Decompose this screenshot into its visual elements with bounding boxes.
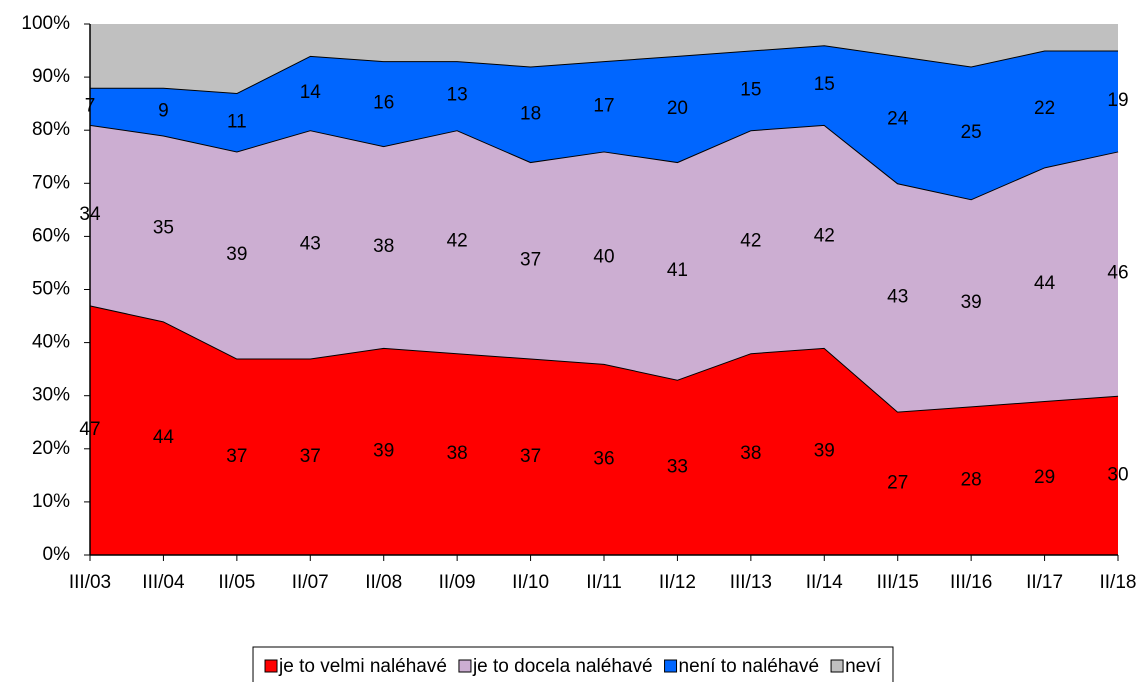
data-label: 30 (1107, 464, 1128, 485)
data-label: 39 (373, 440, 394, 461)
x-tick-label: III/13 (730, 572, 772, 593)
data-label: 20 (667, 98, 688, 119)
legend-label: není to naléhavé (679, 656, 820, 677)
data-label: 44 (1034, 273, 1056, 294)
area (90, 124, 1118, 412)
legend-label: neví (845, 656, 882, 677)
y-tick-label: 90% (32, 66, 70, 87)
legend-swatch (664, 659, 678, 673)
x-tick-label: II/11 (586, 572, 622, 593)
y-tick-label: 40% (32, 332, 70, 353)
x-tick-label: III/03 (69, 572, 111, 593)
area (90, 305, 1118, 555)
data-label: 37 (520, 446, 541, 467)
x-tick-label: III/16 (950, 572, 992, 593)
y-tick-label: 30% (32, 385, 70, 406)
data-label: 22 (1034, 98, 1055, 119)
data-label: 17 (593, 95, 614, 116)
x-tick-label: II/08 (365, 572, 402, 593)
x-tick-label: II/18 (1100, 572, 1137, 593)
data-label: 42 (814, 225, 835, 246)
x-tick-label: II/09 (439, 572, 476, 593)
data-label: 24 (887, 109, 909, 130)
data-label: 43 (300, 233, 321, 254)
data-label: 38 (447, 443, 468, 464)
y-tick-label: 10% (32, 491, 70, 512)
x-tick-label: II/07 (292, 572, 329, 593)
x-tick-label: II/17 (1026, 572, 1063, 593)
x-tick-label: III/15 (877, 572, 919, 593)
data-label: 13 (447, 85, 468, 106)
data-label: 39 (814, 440, 835, 461)
y-tick-label: 80% (32, 119, 70, 140)
y-tick-label: 60% (32, 225, 70, 246)
data-label: 28 (961, 470, 982, 491)
data-label: 15 (740, 79, 761, 100)
data-label: 27 (887, 472, 908, 493)
legend-label: je to velmi naléhavé (278, 656, 447, 677)
y-tick-label: 50% (32, 279, 70, 300)
data-label: 39 (226, 244, 247, 265)
legend-swatch (830, 659, 844, 673)
legend-label: je to docela naléhavé (472, 656, 653, 677)
data-label: 35 (153, 217, 174, 238)
data-label: 15 (814, 74, 835, 95)
data-label: 40 (593, 247, 614, 268)
legend: je to velmi naléhavé je to docela naléhav… (252, 646, 894, 682)
data-label: 33 (667, 456, 688, 477)
y-tick-label: 20% (32, 438, 70, 459)
data-label: 43 (887, 286, 908, 307)
area (90, 24, 1118, 94)
data-label: 38 (373, 236, 394, 257)
data-label: 39 (961, 292, 982, 313)
data-label: 42 (447, 231, 468, 252)
y-tick-label: 100% (21, 13, 70, 34)
legend-swatch (264, 659, 278, 673)
area (90, 45, 1118, 200)
data-label: 37 (300, 446, 321, 467)
x-tick-label: II/10 (512, 572, 549, 593)
data-label: 41 (667, 260, 688, 281)
data-label: 38 (740, 443, 761, 464)
data-label: 16 (373, 93, 394, 114)
data-label: 11 (227, 111, 247, 132)
data-label: 29 (1034, 467, 1055, 488)
y-tick-label: 0% (43, 544, 71, 565)
data-label: 36 (593, 448, 614, 469)
data-label: 18 (520, 103, 541, 124)
data-label: 19 (1107, 90, 1128, 111)
legend-box (252, 646, 894, 682)
data-label: 44 (153, 427, 175, 448)
x-tick-label: III/04 (142, 572, 185, 593)
data-label: 14 (300, 82, 322, 103)
x-tick-label: II/14 (806, 572, 843, 593)
y-tick-label: 70% (32, 172, 70, 193)
data-label: 25 (961, 122, 982, 143)
data-label: 9 (158, 101, 169, 122)
data-label: 37 (520, 249, 541, 270)
data-label: 42 (740, 231, 761, 252)
data-label: 46 (1107, 263, 1128, 284)
x-tick-label: II/12 (659, 572, 696, 593)
x-tick-label: II/05 (218, 572, 255, 593)
legend-swatch (458, 659, 472, 673)
data-label: 37 (226, 446, 247, 467)
